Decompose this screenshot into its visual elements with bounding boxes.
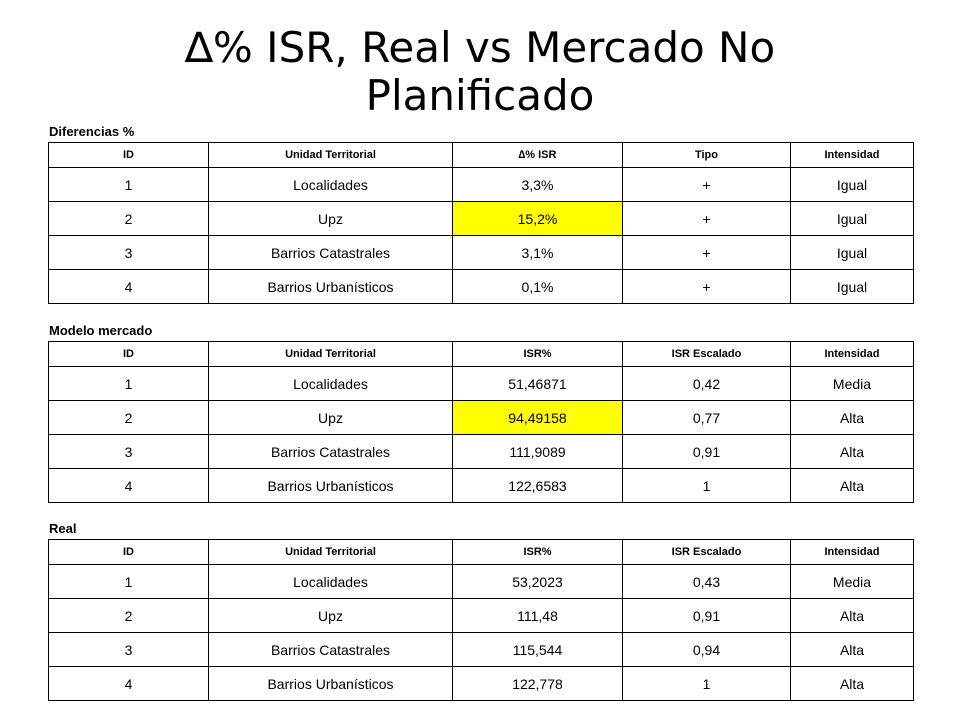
cell-unidad: Barrios Urbanísticos bbox=[208, 269, 453, 304]
cell-isr-pct: 53,2023 bbox=[452, 564, 623, 599]
header-id: ID bbox=[48, 539, 209, 565]
cell-unidad: Barrios Urbanísticos bbox=[208, 666, 453, 701]
table-row: 4 Barrios Urbanísticos 122,6583 1 Alta bbox=[48, 468, 914, 503]
cell-unidad: Barrios Urbanísticos bbox=[208, 468, 453, 503]
header-isr-escalado: ISR Escalado bbox=[622, 341, 791, 367]
header-isr-pct: ISR% bbox=[452, 539, 623, 565]
cell-id: 3 bbox=[48, 235, 209, 270]
cell-intensidad: Alta bbox=[790, 468, 914, 503]
cell-isr-pct: 122,778 bbox=[452, 666, 623, 701]
cell-tipo: + bbox=[622, 235, 791, 270]
cell-intensidad: Igual bbox=[790, 235, 914, 270]
cell-delta-isr-highlighted: 15,2% bbox=[452, 201, 623, 236]
table-diferencias: ID Unidad Territorial ∆% ISR Tipo Intens… bbox=[48, 142, 914, 304]
table-header-row: ID Unidad Territorial ISR% ISR Escalado … bbox=[48, 539, 914, 565]
header-isr-escalado: ISR Escalado bbox=[622, 539, 791, 565]
cell-isr-escalado: 1 bbox=[622, 666, 791, 701]
cell-unidad: Barrios Catastrales bbox=[208, 632, 453, 667]
cell-id: 4 bbox=[48, 666, 209, 701]
table-row: 3 Barrios Catastrales 115,544 0,94 Alta bbox=[48, 632, 914, 667]
cell-tipo: + bbox=[622, 269, 791, 304]
header-tipo: Tipo bbox=[622, 142, 791, 168]
cell-isr-pct: 111,48 bbox=[452, 598, 623, 633]
cell-id: 1 bbox=[48, 366, 209, 401]
cell-intensidad: Igual bbox=[790, 167, 914, 202]
cell-isr-escalado: 0,42 bbox=[622, 366, 791, 401]
cell-unidad: Upz bbox=[208, 598, 453, 633]
cell-isr-pct-highlighted: 94,49158 bbox=[452, 400, 623, 435]
cell-intensidad: Alta bbox=[790, 434, 914, 469]
cell-isr-escalado: 0,91 bbox=[622, 598, 791, 633]
table-row: 2 Upz 15,2% + Igual bbox=[48, 201, 914, 236]
table-modelo-mercado: ID Unidad Territorial ISR% ISR Escalado … bbox=[48, 341, 914, 503]
header-unidad-territorial: Unidad Territorial bbox=[208, 539, 453, 565]
header-delta-isr: ∆% ISR bbox=[452, 142, 623, 168]
header-intensidad: Intensidad bbox=[790, 341, 914, 367]
header-unidad-territorial: Unidad Territorial bbox=[208, 341, 453, 367]
cell-unidad: Upz bbox=[208, 201, 453, 236]
table-row: 1 Localidades 3,3% + Igual bbox=[48, 167, 914, 202]
cell-isr-escalado: 1 bbox=[622, 468, 791, 503]
cell-intensidad: Igual bbox=[790, 269, 914, 304]
cell-tipo: + bbox=[622, 167, 791, 202]
cell-isr-escalado: 0,94 bbox=[622, 632, 791, 667]
cell-isr-escalado: 0,91 bbox=[622, 434, 791, 469]
cell-delta-isr: 3,1% bbox=[452, 235, 623, 270]
section-label-diferencias: Diferencias % bbox=[49, 124, 135, 139]
table-header-row: ID Unidad Territorial ISR% ISR Escalado … bbox=[48, 341, 914, 367]
table-row: 1 Localidades 51,46871 0,42 Media bbox=[48, 366, 914, 401]
cell-unidad: Upz bbox=[208, 400, 453, 435]
header-intensidad: Intensidad bbox=[790, 142, 914, 168]
header-isr-pct: ISR% bbox=[452, 341, 623, 367]
cell-isr-pct: 115,544 bbox=[452, 632, 623, 667]
cell-id: 1 bbox=[48, 564, 209, 599]
section-label-real: Real bbox=[49, 521, 77, 536]
cell-unidad: Localidades bbox=[208, 167, 453, 202]
cell-id: 4 bbox=[48, 269, 209, 304]
header-unidad-territorial: Unidad Territorial bbox=[208, 142, 453, 168]
cell-tipo: + bbox=[622, 201, 791, 236]
cell-delta-isr: 3,3% bbox=[452, 167, 623, 202]
table-row: 4 Barrios Urbanísticos 122,778 1 Alta bbox=[48, 666, 914, 701]
header-intensidad: Intensidad bbox=[790, 539, 914, 565]
cell-intensidad: Alta bbox=[790, 400, 914, 435]
cell-id: 2 bbox=[48, 598, 209, 633]
table-real: ID Unidad Territorial ISR% ISR Escalado … bbox=[48, 539, 914, 701]
cell-intensidad: Igual bbox=[790, 201, 914, 236]
cell-delta-isr: 0,1% bbox=[452, 269, 623, 304]
cell-id: 2 bbox=[48, 400, 209, 435]
table-row: 4 Barrios Urbanísticos 0,1% + Igual bbox=[48, 269, 914, 304]
cell-intensidad: Alta bbox=[790, 666, 914, 701]
cell-id: 2 bbox=[48, 201, 209, 236]
table-row: 2 Upz 111,48 0,91 Alta bbox=[48, 598, 914, 633]
slide-title-line1: ∆% ISR, Real vs Mercado No bbox=[184, 23, 776, 72]
cell-isr-pct: 111,9089 bbox=[452, 434, 623, 469]
cell-id: 1 bbox=[48, 167, 209, 202]
section-label-modelo-mercado: Modelo mercado bbox=[49, 323, 153, 338]
slide-title: ∆% ISR, Real vs Mercado No Planificado bbox=[0, 24, 960, 120]
cell-isr-pct: 51,46871 bbox=[452, 366, 623, 401]
cell-unidad: Barrios Catastrales bbox=[208, 235, 453, 270]
cell-intensidad: Alta bbox=[790, 632, 914, 667]
table-header-row: ID Unidad Territorial ∆% ISR Tipo Intens… bbox=[48, 142, 914, 168]
table-row: 2 Upz 94,49158 0,77 Alta bbox=[48, 400, 914, 435]
cell-isr-escalado: 0,43 bbox=[622, 564, 791, 599]
cell-unidad: Localidades bbox=[208, 564, 453, 599]
cell-unidad: Localidades bbox=[208, 366, 453, 401]
header-id: ID bbox=[48, 142, 209, 168]
cell-id: 3 bbox=[48, 632, 209, 667]
cell-id: 4 bbox=[48, 468, 209, 503]
cell-isr-pct: 122,6583 bbox=[452, 468, 623, 503]
header-id: ID bbox=[48, 341, 209, 367]
cell-id: 3 bbox=[48, 434, 209, 469]
cell-intensidad: Media bbox=[790, 366, 914, 401]
cell-intensidad: Alta bbox=[790, 598, 914, 633]
cell-isr-escalado: 0,77 bbox=[622, 400, 791, 435]
cell-unidad: Barrios Catastrales bbox=[208, 434, 453, 469]
slide-title-line2: Planificado bbox=[365, 71, 595, 120]
cell-intensidad: Media bbox=[790, 564, 914, 599]
table-row: 3 Barrios Catastrales 3,1% + Igual bbox=[48, 235, 914, 270]
table-row: 1 Localidades 53,2023 0,43 Media bbox=[48, 564, 914, 599]
table-row: 3 Barrios Catastrales 111,9089 0,91 Alta bbox=[48, 434, 914, 469]
